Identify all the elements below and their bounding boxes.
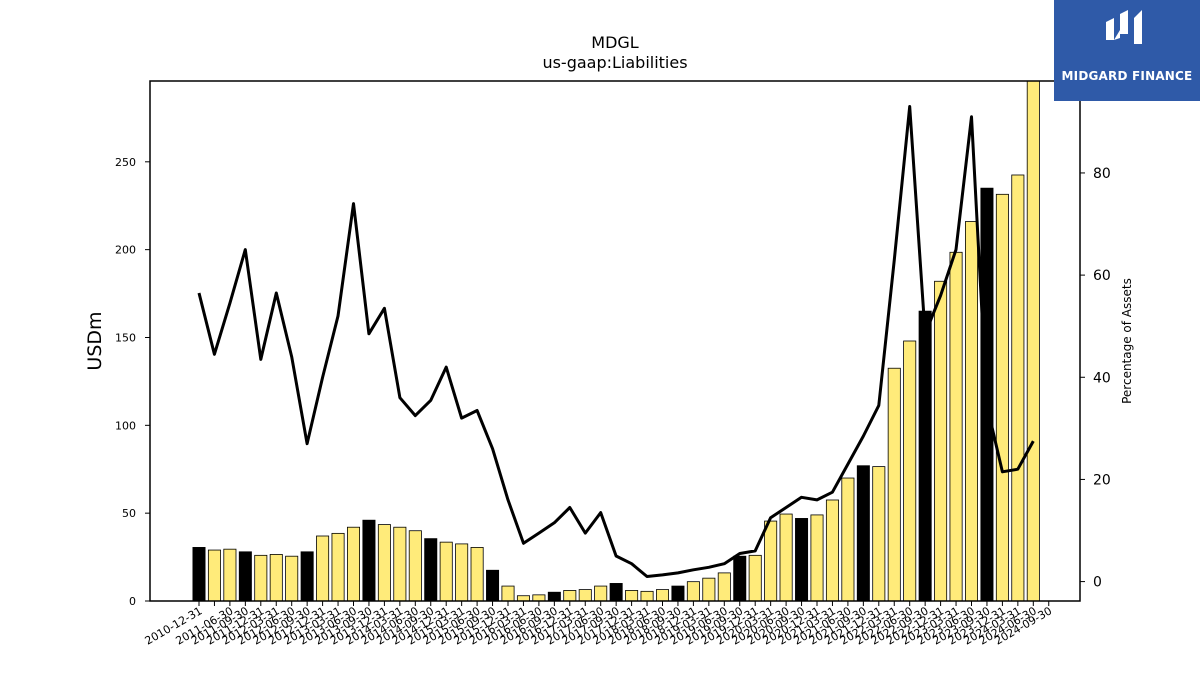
bar xyxy=(408,530,422,602)
y-tick-label: 150 xyxy=(115,331,136,344)
bar xyxy=(300,551,314,602)
plot-frame xyxy=(149,80,1081,602)
bar xyxy=(779,513,793,602)
x-axis: 2010-12-312011-06-302011-09-302011-12-31… xyxy=(143,601,1054,648)
bar xyxy=(377,524,391,602)
bar xyxy=(825,499,839,602)
y2-tick-label: 60 xyxy=(1093,268,1111,284)
bar xyxy=(686,581,700,602)
bar xyxy=(995,193,1009,602)
bar xyxy=(254,554,268,602)
bar xyxy=(331,532,345,602)
bar xyxy=(285,555,299,602)
y2-tick-label: 20 xyxy=(1093,472,1111,488)
bar xyxy=(1011,174,1025,602)
bar xyxy=(640,590,654,602)
bar xyxy=(841,477,855,602)
bar xyxy=(887,367,901,602)
y2-tick-label: 40 xyxy=(1093,370,1111,386)
bar xyxy=(316,535,330,602)
bar xyxy=(733,555,747,602)
bar xyxy=(424,538,438,602)
y-axis-left: 0 50 100 150 200 250 xyxy=(115,156,150,608)
bar xyxy=(516,595,530,602)
bar xyxy=(594,585,608,602)
bar xyxy=(486,569,500,602)
y-tick-label: 50 xyxy=(122,507,136,520)
y-axis-right: 0 20 40 60 80 xyxy=(1080,166,1111,591)
y2-tick-label: 80 xyxy=(1093,166,1111,182)
chart-title: MDGL xyxy=(591,33,639,52)
midgard-logo-icon xyxy=(1106,10,1142,44)
bar xyxy=(764,520,778,602)
bar xyxy=(346,526,360,602)
bar xyxy=(656,589,670,602)
brand-logo: MIDGARD FINANCE xyxy=(1054,0,1200,101)
bar xyxy=(192,547,206,602)
bar xyxy=(609,583,623,602)
bar xyxy=(949,251,963,602)
bar xyxy=(872,466,886,602)
bar xyxy=(717,572,731,602)
bar xyxy=(223,548,237,602)
bar xyxy=(269,554,283,602)
bar xyxy=(532,594,546,602)
y-axis-label: USDm xyxy=(84,311,106,370)
bar xyxy=(748,554,762,602)
bar xyxy=(238,551,252,602)
bar xyxy=(207,549,221,602)
bar xyxy=(965,221,979,602)
bar xyxy=(671,585,685,602)
bar xyxy=(810,514,824,602)
y2-tick-label: 0 xyxy=(1093,575,1102,591)
bar xyxy=(934,280,948,602)
bar xyxy=(702,577,716,602)
bar xyxy=(625,590,639,602)
line-series xyxy=(197,105,1035,578)
bar xyxy=(795,518,809,602)
bar xyxy=(470,547,484,602)
bar-series xyxy=(192,80,1040,602)
y-tick-label: 250 xyxy=(115,156,136,169)
bar xyxy=(563,590,577,602)
chart-subtitle: us-gaap:Liabilities xyxy=(542,53,687,72)
bar xyxy=(393,526,407,602)
y-tick-label: 200 xyxy=(115,244,136,257)
percentage-line xyxy=(197,105,1035,578)
y-tick-label: 100 xyxy=(115,419,136,432)
bar xyxy=(362,519,376,602)
bar xyxy=(903,340,917,602)
bar xyxy=(856,465,870,602)
bar xyxy=(1026,80,1040,602)
bar xyxy=(455,543,469,602)
y2-axis-label: Percentage of Assets xyxy=(1120,278,1134,404)
bar xyxy=(439,541,453,602)
bar xyxy=(501,585,515,602)
bar xyxy=(918,310,932,602)
brand-logo-text: MIDGARD FINANCE xyxy=(1061,69,1193,83)
bar xyxy=(578,589,592,602)
y-tick-label: 0 xyxy=(129,595,136,608)
bar xyxy=(547,591,561,602)
